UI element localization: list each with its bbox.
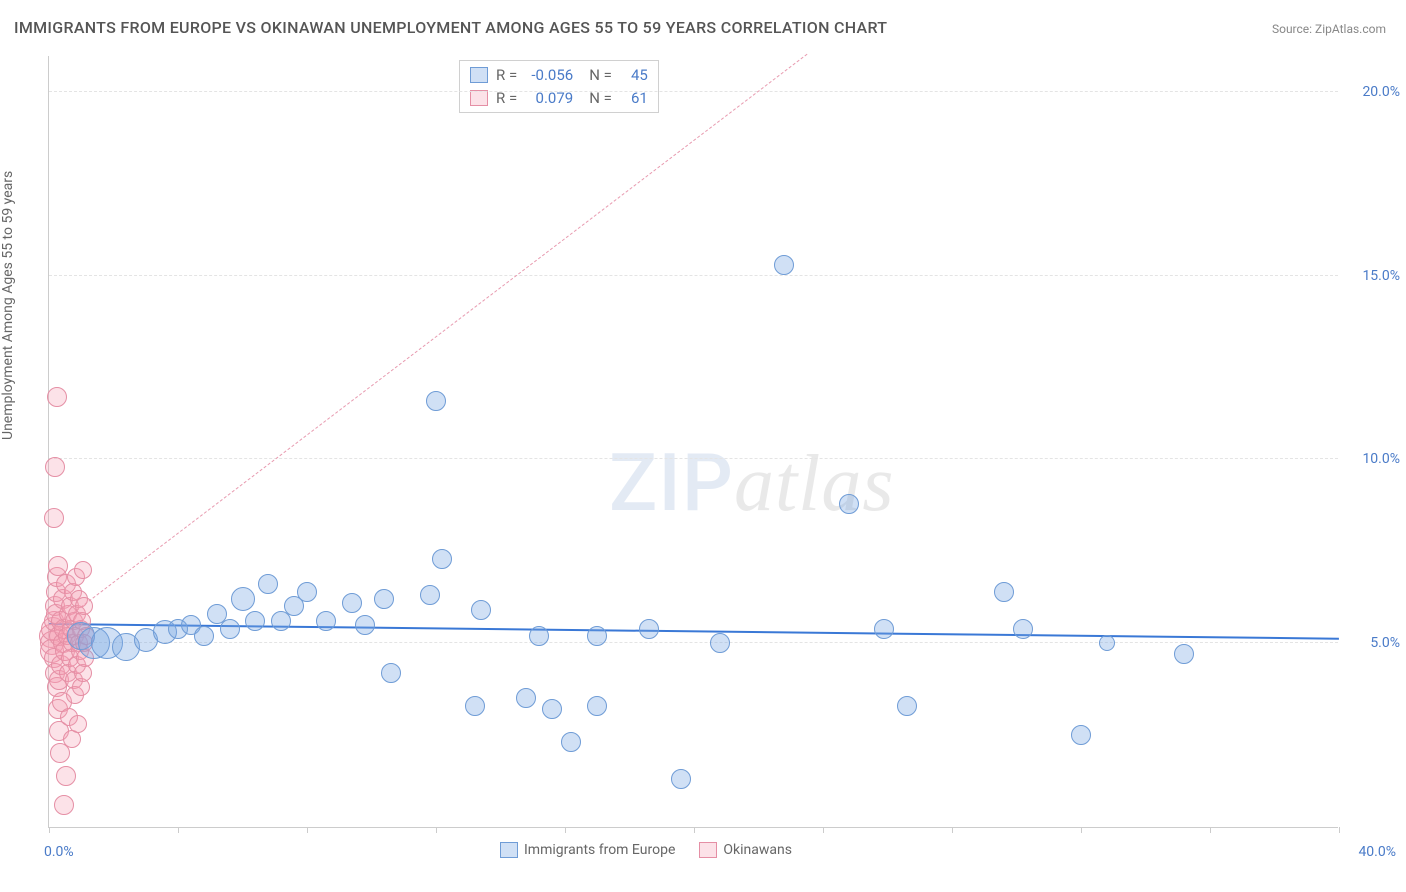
data-point-blue	[1013, 619, 1033, 639]
series-swatch	[470, 67, 488, 83]
data-point-blue	[258, 574, 278, 594]
x-axis-max-label: 40.0%	[1358, 844, 1396, 860]
y-tick-label: 15.0%	[1362, 268, 1400, 284]
x-tick	[1081, 827, 1082, 833]
data-point-blue	[839, 494, 859, 514]
x-tick	[1210, 827, 1211, 833]
x-tick	[178, 827, 179, 833]
data-point-blue	[432, 549, 452, 569]
legend-swatch	[699, 842, 717, 858]
data-point-pink	[75, 597, 93, 615]
data-point-blue	[774, 255, 794, 275]
stat-n-value: 45	[620, 64, 648, 87]
data-point-blue	[587, 696, 607, 716]
data-point-blue	[426, 391, 446, 411]
x-tick	[565, 827, 566, 833]
data-point-pink	[45, 457, 65, 477]
series-legend: Immigrants from Europe Okinawans	[500, 842, 792, 858]
legend-label: Okinawans	[723, 842, 792, 858]
series-swatch	[470, 90, 488, 106]
data-point-blue	[529, 626, 549, 646]
data-point-blue	[245, 611, 265, 631]
data-point-blue	[220, 619, 240, 639]
data-point-blue	[994, 582, 1014, 602]
stat-n-label: N =	[589, 64, 612, 87]
data-point-blue	[587, 626, 607, 646]
stat-r-label: R =	[496, 64, 517, 87]
data-point-blue	[465, 696, 485, 716]
watermark-atlas: atlas	[734, 440, 895, 528]
legend-swatch	[500, 842, 518, 858]
y-tick-label: 10.0%	[1362, 451, 1400, 467]
data-point-blue	[342, 593, 362, 613]
data-point-blue	[897, 696, 917, 716]
stats-legend-box: R =-0.056N =45R =0.079N =61	[459, 60, 659, 113]
data-point-blue	[561, 732, 581, 752]
data-point-pink	[69, 715, 87, 733]
watermark: ZIPatlas	[609, 436, 895, 530]
data-point-pink	[48, 556, 68, 576]
data-point-blue	[374, 589, 394, 609]
source-label: Source: ZipAtlas.com	[1272, 22, 1386, 36]
data-point-pink	[54, 795, 74, 815]
trendline-pink	[49, 54, 807, 632]
data-point-pink	[47, 387, 67, 407]
gridline-h: 5.0%	[49, 642, 1338, 643]
data-point-blue	[355, 615, 375, 635]
watermark-zip: ZIP	[609, 436, 734, 530]
data-point-blue	[671, 769, 691, 789]
stat-r-value: -0.056	[525, 64, 573, 87]
y-axis-title: Unemployment Among Ages 55 to 59 years	[0, 171, 16, 440]
data-point-blue	[381, 663, 401, 683]
chart-title: IMMIGRANTS FROM EUROPE VS OKINAWAN UNEMP…	[14, 18, 887, 37]
trendline-blue	[49, 623, 1339, 640]
data-point-blue	[231, 587, 255, 611]
data-point-blue	[1071, 725, 1091, 745]
data-point-blue	[874, 619, 894, 639]
data-point-blue	[297, 582, 317, 602]
x-tick	[694, 827, 695, 833]
data-point-blue	[639, 619, 659, 639]
x-tick	[436, 827, 437, 833]
data-point-blue	[316, 611, 336, 631]
data-point-blue	[710, 633, 730, 653]
x-tick	[952, 827, 953, 833]
y-tick-label: 5.0%	[1370, 635, 1400, 651]
stats-row: R = -0.056 N = 45	[470, 64, 648, 87]
data-point-blue	[420, 585, 440, 605]
data-point-blue	[471, 600, 491, 620]
chart-plot-area: ZIPatlas R =-0.056N =45R =0.079N =61 5.0…	[48, 56, 1338, 828]
data-point-blue	[194, 626, 214, 646]
y-tick-label: 20.0%	[1362, 84, 1400, 100]
data-point-pink	[56, 766, 76, 786]
data-point-pink	[44, 508, 64, 528]
data-point-pink	[74, 561, 92, 579]
legend-item: Okinawans	[699, 842, 792, 858]
legend-item: Immigrants from Europe	[500, 842, 675, 858]
legend-label: Immigrants from Europe	[524, 842, 675, 858]
data-point-blue	[1174, 644, 1194, 664]
x-tick	[823, 827, 824, 833]
gridline-h: 10.0%	[49, 458, 1338, 459]
x-axis-min-label: 0.0%	[44, 844, 74, 860]
x-tick	[1339, 827, 1340, 833]
x-tick	[307, 827, 308, 833]
data-point-blue	[516, 688, 536, 708]
data-point-blue	[1099, 635, 1115, 651]
x-tick	[49, 827, 50, 833]
gridline-h: 20.0%	[49, 91, 1338, 92]
gridline-h: 15.0%	[49, 275, 1338, 276]
data-point-blue	[542, 699, 562, 719]
